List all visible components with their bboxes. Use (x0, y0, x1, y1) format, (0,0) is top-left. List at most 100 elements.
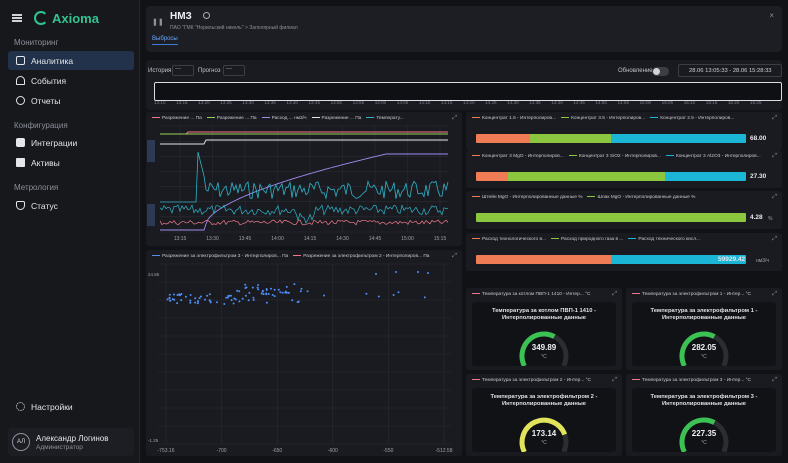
legend-item[interactable]: Разрежение за электрофильтром 2 - Интерп… (303, 254, 430, 259)
sidebar-item-status[interactable]: Статус (8, 196, 134, 215)
scatter-point (208, 293, 211, 296)
scatter-point (265, 288, 268, 290)
expand-icon[interactable]: ⤢ (772, 377, 777, 383)
legend-item[interactable]: Штейн MgO - Интерполированные данные % (482, 195, 583, 200)
legend-item[interactable]: Температу... (376, 116, 404, 121)
sidebar-item-label: Настройки (31, 401, 73, 412)
legend-item[interactable]: Расход ... нм3/ч (271, 116, 307, 121)
date-range-picker[interactable]: 28.06 13:05:33 - 28.06 15:28:33 (678, 64, 782, 77)
legend-item[interactable]: Разрежение за электрофильтром 3 - Интерп… (162, 254, 289, 259)
gauge-panel: Температура за электрофильтром 1 - Интер… (626, 288, 782, 370)
close-button[interactable]: × (769, 11, 774, 20)
legend-item[interactable]: Концентрат 3 Al2O3 - Интерполиров... (675, 154, 761, 159)
sidebar-item-events[interactable]: События (8, 71, 134, 90)
bar-segment (476, 255, 611, 264)
x-tick-label: 14:00 (271, 236, 284, 242)
bar-segment (476, 134, 530, 143)
gauge-fill (519, 417, 568, 452)
legend-item[interactable]: Температура за электрофильтром 1 - Интер… (642, 292, 752, 297)
expand-icon[interactable]: ⤢ (452, 253, 457, 259)
timeline-tick-label: 15:05 (661, 100, 674, 105)
legend-swatch (293, 254, 302, 257)
sidebar-item-reports[interactable]: Отчеты (8, 91, 134, 110)
timeline-tick-label: 14:00 (374, 100, 387, 105)
scatter-point (245, 286, 248, 289)
scatter-point (262, 293, 265, 296)
gauge-arc (519, 331, 569, 366)
scatter-point (244, 294, 247, 297)
scatter-point (233, 297, 236, 300)
legend-item[interactable]: Температура за электрофильтром 2 - Интер… (482, 378, 592, 383)
tab-emissions[interactable]: Выбросы (152, 36, 178, 45)
scatter-point (176, 302, 179, 305)
legend-item[interactable]: Концентрат 2.5 - Интерполиров... (660, 116, 735, 121)
history-select[interactable]: --- (172, 65, 194, 76)
scatter-legend: Разрежение за электрофильтром 3 - Интерп… (152, 254, 434, 259)
forecast-label: Прогноз (198, 68, 221, 74)
scatter-point (180, 299, 183, 302)
x-tick-label: 14:15 (304, 236, 317, 242)
legend-swatch (152, 254, 160, 257)
expand-icon[interactable]: ⤢ (772, 153, 777, 159)
legend-item[interactable]: Концентрат 3 SiO2 - Интерполиров... (578, 154, 661, 159)
scatter-point (251, 286, 254, 289)
collapse-icon[interactable]: ❚❚ (152, 19, 164, 26)
legend-item[interactable]: Разрежение ... Па (162, 116, 202, 121)
sidebar-item-label: Аналитика (31, 55, 74, 66)
legend-item[interactable]: Разрежение ... Па (216, 116, 257, 121)
scatter-point (270, 287, 272, 290)
expand-icon[interactable]: ⤢ (772, 236, 777, 242)
refresh-toggle[interactable] (652, 67, 669, 76)
menu-icon[interactable] (12, 14, 22, 22)
scatter-point (271, 293, 274, 296)
timeline-brush[interactable] (154, 82, 782, 101)
scatter-point (291, 299, 294, 302)
legend-item[interactable]: Расход технологического в... (482, 237, 546, 242)
scatter-point (247, 299, 250, 302)
legend-item[interactable]: Концентрат 1.5 - Интерполиров... (482, 116, 557, 121)
legend-item[interactable]: Температура за электрофильтром 3 - Интер… (642, 378, 752, 383)
stacked-bar (476, 255, 746, 264)
expand-icon[interactable]: ⤢ (772, 194, 777, 200)
forecast-select[interactable]: --- (223, 65, 245, 76)
expand-icon[interactable]: ⤢ (612, 291, 617, 297)
user-card[interactable]: АЛ Александр Логинов Администратор (8, 428, 134, 456)
timeline-tick-label: 14:10 (418, 100, 431, 105)
toolbar: История --- Прогноз --- Обновление 28.06… (146, 60, 782, 110)
legend-item[interactable]: Расход технического кисл... (638, 237, 701, 242)
scatter-point (189, 301, 192, 304)
sidebar-item-integrations[interactable]: Интеграции (8, 133, 134, 152)
scatter-point (168, 297, 171, 300)
expand-icon[interactable]: ⤢ (772, 291, 777, 297)
y-min-label: -1.25 (148, 438, 159, 443)
legend-item[interactable]: Концентрат 3 MgO - Интерполиров... (482, 154, 564, 159)
clock-icon (16, 96, 25, 105)
cubes-icon (16, 158, 25, 167)
series-line (159, 219, 449, 226)
scatter-point (234, 298, 237, 301)
bar-panel: Штейн MgO - Интерполированные данные % Шл… (466, 191, 782, 229)
legend-item[interactable]: Температура за котлом ПВП-1 1410 - Интер… (482, 292, 591, 297)
scatter-point (232, 302, 235, 305)
scatter-point (166, 298, 169, 301)
scatter-point (230, 294, 232, 297)
legend-swatch (366, 116, 375, 119)
legend-swatch (632, 378, 640, 381)
bar-panel-legend: Концентрат 3 MgO - Интерполиров... Концен… (472, 154, 766, 159)
legend-item[interactable]: Шлак MgO - Интерполированные данные % (597, 195, 696, 200)
expand-icon[interactable]: ⤢ (772, 115, 777, 121)
scatter-point (265, 292, 268, 295)
legend-item[interactable]: Разрежение ... Па (321, 116, 362, 121)
sidebar-item-assets[interactable]: Активы (8, 153, 134, 172)
sidebar-item-settings[interactable]: Настройки (8, 397, 134, 416)
legend-item[interactable]: Расход природного газа в ... (561, 237, 624, 242)
legend-item[interactable]: Концентрат 3.5 - Интерполиров... (571, 116, 646, 121)
expand-icon[interactable]: ⤢ (452, 115, 457, 121)
sidebar-item-label: Статус (31, 200, 58, 211)
expand-icon[interactable]: ⤢ (612, 377, 617, 383)
timeline-tick-label: 13:35 (264, 100, 276, 105)
timeline-tick-label: 15:15 (705, 100, 718, 105)
gauge-card: Температура за котлом ПВП-1 1410 - Интер… (472, 302, 616, 366)
sidebar-item-analytics[interactable]: Аналитика (8, 51, 134, 70)
